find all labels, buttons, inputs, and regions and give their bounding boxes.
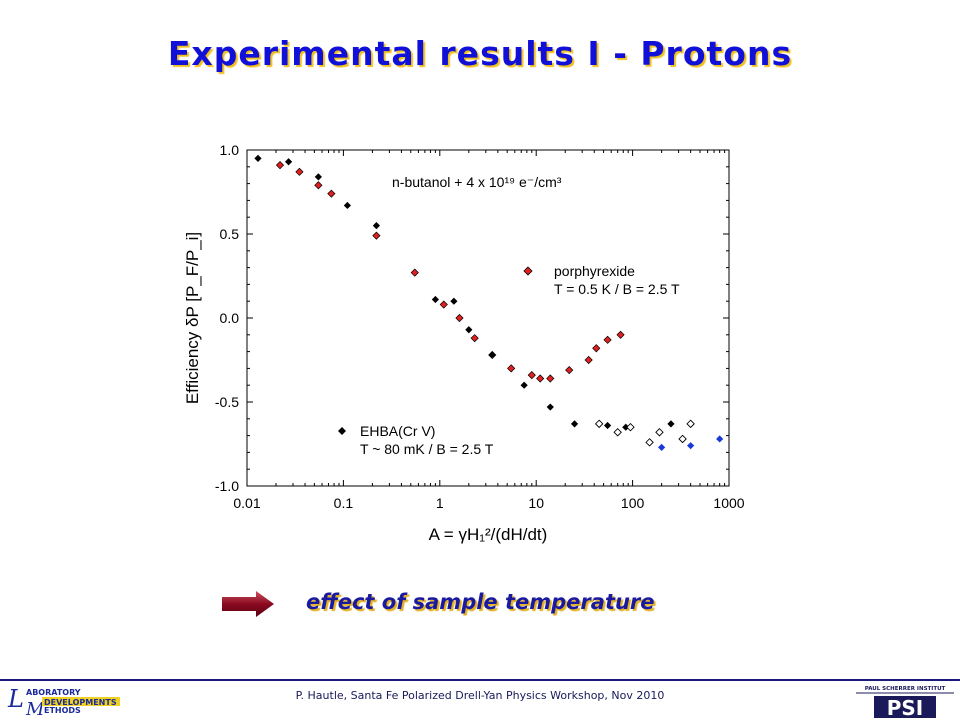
svg-text:L: L xyxy=(7,685,24,713)
legend-label-ehba: EHBA(Cr V) xyxy=(360,423,435,439)
y-tick-label: 0.5 xyxy=(220,226,240,242)
svg-text:DEVELOPMENTS: DEVELOPMENTS xyxy=(44,698,117,707)
data-point-ehba xyxy=(465,326,473,334)
data-points xyxy=(254,154,724,451)
arrow-right-icon xyxy=(222,591,274,617)
data-point-porphyrexide xyxy=(616,330,625,339)
data-point-open xyxy=(655,428,664,437)
data-point-open xyxy=(626,422,635,432)
svg-text:ABORATORY: ABORATORY xyxy=(26,688,81,697)
data-point-ehba xyxy=(488,351,496,359)
data-point-ehba xyxy=(284,158,293,166)
plot-frame xyxy=(246,149,730,487)
page-title: Experimental results I - Protons xyxy=(167,34,793,73)
data-point-ehba xyxy=(603,421,612,430)
data-point-porphyrexide xyxy=(527,371,536,380)
legend-condition-porphyrexide: T = 0.5 K / B = 2.5 T xyxy=(554,281,680,297)
legend-condition-ehba: T ~ 80 mK / B = 2.5 T xyxy=(360,441,494,457)
data-point-porphyrexide xyxy=(295,167,304,176)
data-point-porphyrexide xyxy=(455,313,464,323)
psi-logo-caption: PAUL SCHERRER INSTITUT xyxy=(865,686,946,692)
data-point-open xyxy=(594,419,604,429)
data-point-porphyrexide xyxy=(546,374,555,383)
data-point-ehba xyxy=(372,222,381,230)
caption: effect of sample temperature xyxy=(306,590,655,614)
data-point-porphyrexide xyxy=(372,231,381,240)
data-point-porphyrexide xyxy=(314,181,323,190)
annotation: n-butanol + 4 x 10¹⁹ e⁻/cm³ xyxy=(392,174,562,190)
data-point-porphyrexide xyxy=(565,365,574,375)
y-axis-label: Efficiency δP [P_F/P_i] xyxy=(183,232,202,404)
x-axis-label: A = γH₁²/(dH/dt) xyxy=(429,525,548,544)
x-tick-label: 1000 xyxy=(713,495,744,511)
legend-porphyrexide: porphyrexide T = 0.5 K / B = 2.5 T xyxy=(523,263,680,297)
footer-text: P. Hautle, Santa Fe Polarized Drell-Yan … xyxy=(295,689,665,702)
data-point-porphyrexide xyxy=(507,364,516,373)
legend-marker-ehba xyxy=(338,427,346,435)
x-tick-label: 0.01 xyxy=(233,495,260,511)
data-point-ehba xyxy=(343,201,351,210)
y-tick-label: -0.5 xyxy=(215,394,239,410)
data-point-ehba xyxy=(622,423,630,431)
legend-marker-porphyrexide xyxy=(523,266,533,276)
y-tick-label: 0.0 xyxy=(220,310,240,326)
data-point-blue xyxy=(687,442,695,450)
footer-divider xyxy=(0,679,960,681)
ldm-logo: L ABORATORY M ETHODS DEVELOPMENTS xyxy=(7,685,120,717)
data-point-porphyrexide xyxy=(327,189,336,198)
data-point-porphyrexide xyxy=(439,300,448,309)
svg-text:M: M xyxy=(25,699,45,717)
psi-logo-text: PSI xyxy=(887,696,924,719)
data-point-porphyrexide xyxy=(275,161,285,170)
data-point-porphyrexide xyxy=(603,335,612,344)
axis-ticks: 0.01 0.1 1 10 100 1000 -1.0 -0.5 0.0 0.5 1.0 xyxy=(215,142,745,511)
data-point-ehba xyxy=(520,381,528,389)
data-point-ehba xyxy=(431,295,439,304)
svg-text:ETHODS: ETHODS xyxy=(44,706,81,715)
psi-logo: PAUL SCHERRER INSTITUT PSI xyxy=(856,686,954,719)
y-tick-label: -1.0 xyxy=(215,478,239,494)
data-point-blue xyxy=(658,443,666,451)
data-point-blue xyxy=(716,435,724,443)
x-tick-label: 1 xyxy=(436,495,444,511)
legend-ehba: EHBA(Cr V) T ~ 80 mK / B = 2.5 T xyxy=(338,423,494,457)
data-point-ehba xyxy=(667,420,675,428)
data-point-open xyxy=(645,438,654,447)
legend-label-porphyrexide: porphyrexide xyxy=(554,263,635,279)
x-tick-label: 100 xyxy=(621,495,645,511)
x-tick-label: 0.1 xyxy=(334,495,354,511)
data-point-ehba xyxy=(254,154,262,162)
data-point-open xyxy=(613,428,622,437)
data-point-porphyrexide xyxy=(592,344,601,353)
data-point-porphyrexide xyxy=(536,374,545,383)
data-point-ehba xyxy=(450,297,458,305)
y-tick-label: 1.0 xyxy=(220,142,240,158)
data-point-ehba xyxy=(546,403,554,411)
data-point-porphyrexide xyxy=(470,334,479,343)
data-point-open xyxy=(678,434,687,444)
data-point-open xyxy=(686,419,695,429)
x-tick-label: 10 xyxy=(528,495,544,511)
data-point-ehba xyxy=(570,420,579,428)
data-point-ehba xyxy=(314,173,322,181)
data-point-porphyrexide xyxy=(584,355,593,365)
data-point-porphyrexide xyxy=(410,268,419,277)
